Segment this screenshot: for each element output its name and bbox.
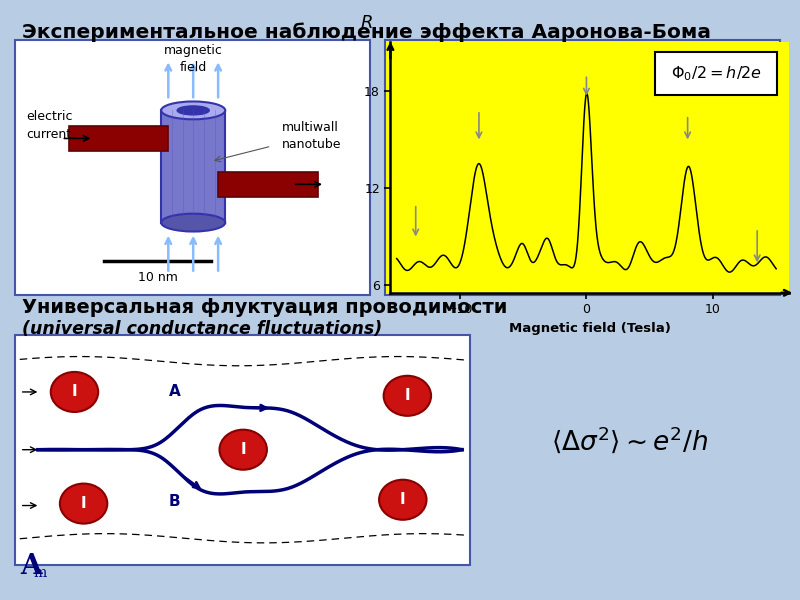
- Text: magnetic: magnetic: [164, 44, 222, 57]
- FancyBboxPatch shape: [15, 335, 470, 565]
- Text: A: A: [169, 384, 181, 399]
- FancyBboxPatch shape: [218, 172, 318, 197]
- Ellipse shape: [177, 106, 210, 115]
- Text: Универсальная флуктуация проводимости: Универсальная флуктуация проводимости: [22, 298, 507, 317]
- X-axis label: Magnetic field (Tesla): Magnetic field (Tesla): [509, 322, 670, 335]
- Text: current: current: [26, 128, 71, 141]
- Text: I: I: [240, 442, 246, 457]
- Text: I: I: [81, 496, 86, 511]
- Text: 10 nm: 10 nm: [138, 271, 178, 284]
- Text: I: I: [72, 385, 78, 400]
- Text: m: m: [33, 566, 46, 580]
- Ellipse shape: [161, 214, 226, 232]
- Text: nanotube: nanotube: [282, 139, 342, 151]
- Text: (universal conductance fluctuations): (universal conductance fluctuations): [22, 320, 382, 338]
- Circle shape: [379, 480, 426, 520]
- Text: $\langle\Delta\sigma^2\rangle \sim e^2/h$: $\langle\Delta\sigma^2\rangle \sim e^2/h…: [551, 425, 709, 455]
- FancyBboxPatch shape: [161, 110, 226, 223]
- Text: $\Phi_0/2 = h/2e$: $\Phi_0/2 = h/2e$: [671, 64, 762, 83]
- Ellipse shape: [161, 101, 226, 119]
- Text: field: field: [179, 61, 207, 74]
- Text: electric: electric: [26, 110, 72, 124]
- Text: I: I: [405, 388, 410, 403]
- Text: I: I: [400, 492, 406, 507]
- Text: multiwall: multiwall: [282, 121, 339, 134]
- Circle shape: [384, 376, 431, 416]
- Circle shape: [60, 484, 107, 524]
- FancyBboxPatch shape: [654, 52, 778, 95]
- Text: A: A: [20, 553, 42, 580]
- Circle shape: [50, 372, 98, 412]
- FancyBboxPatch shape: [385, 40, 780, 295]
- FancyBboxPatch shape: [15, 40, 370, 295]
- Text: B: B: [169, 494, 181, 509]
- Y-axis label: $R$: $R$: [360, 14, 373, 32]
- Text: Экспериментальное наблюдение эффекта Ааронова-Бома: Экспериментальное наблюдение эффекта Аар…: [22, 22, 711, 41]
- Circle shape: [219, 430, 267, 470]
- FancyBboxPatch shape: [69, 126, 168, 151]
